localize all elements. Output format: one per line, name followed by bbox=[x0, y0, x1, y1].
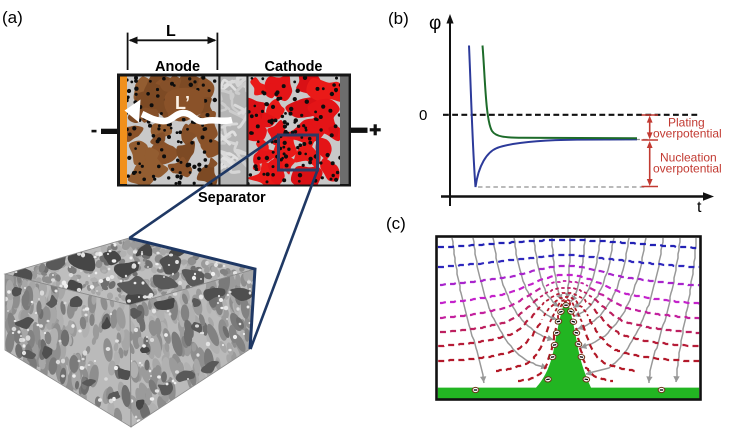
svg-text:Anode: Anode bbox=[155, 59, 200, 75]
svg-text:overpotential: overpotential bbox=[653, 127, 722, 141]
svg-text:(b): (b) bbox=[388, 9, 409, 28]
svg-text:Cathode: Cathode bbox=[265, 59, 323, 75]
svg-text:φ: φ bbox=[429, 13, 441, 34]
svg-text:Nucleation: Nucleation bbox=[660, 151, 717, 165]
svg-text:L: L bbox=[166, 23, 176, 40]
svg-text:Plating: Plating bbox=[668, 116, 705, 130]
svg-text:Separator: Separator bbox=[198, 190, 266, 206]
svg-text:overpotential: overpotential bbox=[653, 162, 722, 176]
svg-text:t: t bbox=[697, 199, 702, 216]
svg-text:(a): (a) bbox=[2, 8, 23, 27]
svg-text:0: 0 bbox=[419, 107, 427, 124]
svg-text:(c): (c) bbox=[386, 214, 406, 233]
svg-text:L’: L’ bbox=[175, 93, 190, 113]
